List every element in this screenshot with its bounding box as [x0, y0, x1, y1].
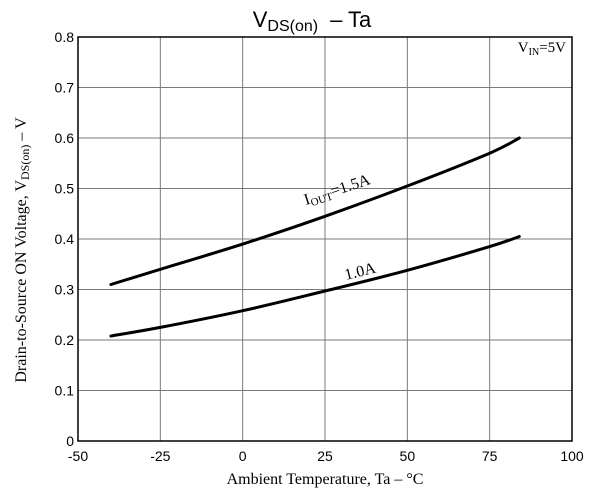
x-tick-label: -50: [68, 448, 88, 464]
y-axis-label-rest: – V: [13, 117, 30, 145]
chart-title-rest: – Ta: [330, 7, 372, 32]
chart-title: VDS(on) – Ta: [253, 7, 372, 35]
series-label-iout-1-5a: IOUT=1.5A: [302, 171, 373, 210]
grid: [78, 37, 572, 441]
y-tick-label: 0.7: [55, 80, 75, 96]
plot-frame: [77, 36, 573, 442]
condition-main: V: [518, 40, 529, 56]
y-tick-label: 0: [66, 433, 74, 449]
y-axis-label-sub: DS(on): [18, 145, 32, 180]
y-tick-label: 0.4: [55, 231, 75, 247]
x-tick-label: -25: [150, 448, 170, 464]
series-curves: [109, 136, 521, 338]
series-label-main: I: [302, 191, 312, 209]
x-tick-label: 50: [400, 448, 416, 464]
condition-sub: IN: [529, 47, 540, 58]
series-label-rest: =1.5A: [329, 171, 373, 200]
x-tick-labels: -50 -25 0 25 50 75 100: [68, 448, 584, 464]
series-line-1: [109, 235, 521, 338]
y-axis-label-main: Drain-to-Source ON Voltage, V: [13, 180, 30, 383]
y-axis-label: Drain-to-Source ON Voltage, VDS(on) – V: [13, 117, 32, 383]
condition-label: VIN=5V: [518, 40, 566, 58]
y-tick-label: 0.8: [55, 29, 75, 45]
y-tick-label: 0.5: [55, 181, 75, 197]
chart-title-sub: DS(on): [267, 18, 318, 35]
x-tick-label: 25: [317, 448, 333, 464]
chart-title-main: V: [253, 7, 268, 32]
y-tick-label: 0.1: [55, 383, 75, 399]
series-line-0: [109, 136, 521, 286]
x-tick-label: 100: [560, 448, 584, 464]
y-tick-label: 0.2: [55, 332, 75, 348]
x-tick-label: 0: [239, 448, 247, 464]
y-tick-label: 0.6: [55, 130, 75, 146]
y-tick-label: 0.3: [55, 282, 75, 298]
y-tick-labels: 0 0.1 0.2 0.3 0.4 0.5 0.6 0.7 0.8: [55, 29, 75, 449]
condition-rest: =5V: [539, 40, 566, 56]
x-tick-label: 75: [482, 448, 498, 464]
x-axis-label: Ambient Temperature, Ta – °C: [227, 471, 424, 488]
